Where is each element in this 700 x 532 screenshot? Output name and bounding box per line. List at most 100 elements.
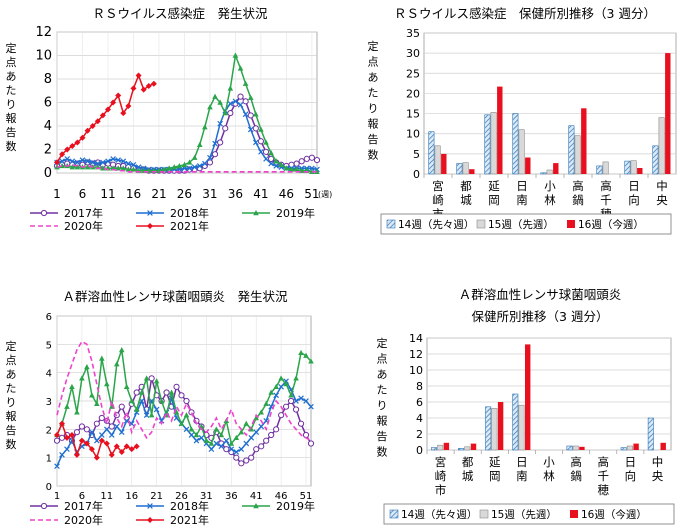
y-axis-label: 数: [6, 140, 17, 153]
data-bar: [581, 108, 587, 174]
data-point: [307, 440, 315, 447]
x-tick-label: 宮: [435, 455, 447, 469]
data-point: [283, 165, 290, 171]
data-point: [58, 420, 65, 427]
y-tick-label: 10: [35, 49, 52, 64]
data-bar: [512, 393, 519, 451]
y-tick-label: 10: [409, 364, 423, 377]
data-point: [237, 93, 244, 100]
data-point: [298, 395, 304, 401]
y-tick-label: 2: [416, 428, 423, 441]
x-tick-label: 6: [79, 187, 87, 201]
data-bar: [665, 53, 671, 174]
y-axis-label: た: [368, 87, 379, 100]
x-axis-unit: (週): [318, 190, 332, 199]
data-bar: [469, 169, 475, 174]
y-axis-label: り: [377, 399, 388, 412]
data-point: [83, 440, 90, 447]
data-point: [113, 423, 120, 430]
data-point: [140, 86, 147, 93]
x-tick-label: 36: [225, 491, 238, 502]
data-point: [173, 409, 180, 415]
data-point: [105, 158, 111, 165]
data-point: [273, 163, 280, 169]
data-point: [202, 160, 208, 167]
data-bar: [497, 402, 504, 450]
data-point: [133, 443, 140, 450]
series-line: [56, 349, 312, 446]
data-point: [212, 140, 218, 147]
data-point: [78, 437, 85, 444]
y-tick-label: 12: [409, 348, 423, 361]
data-point: [103, 426, 110, 433]
y-tick-label: 10: [406, 128, 420, 141]
series-line: [56, 379, 312, 467]
legend-label: 2018年: [170, 206, 209, 220]
y-axis-label: あ: [368, 71, 379, 84]
data-point: [207, 104, 213, 110]
data-point: [125, 160, 132, 167]
data-point: [233, 434, 240, 441]
data-bar: [579, 446, 585, 450]
data-point: [73, 451, 80, 458]
data-point: [237, 102, 244, 108]
legend-label: 16週（今週）: [578, 218, 644, 231]
x-tick-label: 向: [625, 469, 637, 483]
data-point: [227, 85, 234, 91]
data-point: [273, 383, 279, 390]
data-point: [94, 118, 101, 125]
data-point: [128, 398, 135, 404]
y-axis-label: 点: [377, 353, 388, 366]
y-tick-label: 5: [413, 148, 420, 161]
data-point: [258, 423, 265, 430]
data-point: [110, 156, 116, 162]
data-point: [130, 161, 137, 168]
data-bar: [626, 445, 633, 451]
data-point: [238, 460, 245, 467]
data-point: [288, 166, 295, 172]
data-point: [130, 85, 137, 92]
x-tick-label: 51: [304, 187, 319, 201]
data-point: [163, 389, 170, 396]
data-point: [292, 406, 300, 413]
data-point: [158, 398, 165, 404]
data-bar: [624, 160, 631, 175]
plot-area: [423, 32, 677, 175]
data-point: [213, 440, 220, 447]
data-point: [273, 158, 280, 164]
y-axis-label: た: [6, 382, 17, 395]
data-point: [89, 392, 95, 398]
data-point: [153, 378, 160, 384]
y-tick-label: 4: [46, 369, 52, 380]
data-point: [113, 361, 120, 367]
y-tick-label: 1: [46, 454, 52, 465]
data-point: [118, 347, 125, 353]
data-point: [143, 412, 150, 418]
x-tick-label: 千: [597, 469, 609, 483]
data-bar: [566, 445, 573, 451]
x-tick-label: 高: [572, 179, 584, 193]
data-point: [238, 429, 245, 435]
data-point: [64, 156, 71, 162]
y-tick-label: 0: [416, 444, 423, 457]
data-point: [98, 437, 105, 444]
data-point: [193, 432, 200, 438]
x-tick-label: 鍋: [570, 469, 582, 483]
legend-label: 2018年: [170, 499, 209, 513]
data-point: [228, 446, 235, 452]
x-tick-label: 崎: [435, 469, 447, 483]
data-point: [303, 398, 309, 404]
data-point: [263, 437, 270, 444]
chart-title: ＲＳウイルス感染症 発生状況: [92, 6, 268, 21]
data-point: [263, 139, 269, 145]
legend-marker: [147, 517, 153, 523]
data-point: [206, 159, 214, 166]
y-tick-label: 6: [44, 96, 52, 111]
data-point: [79, 134, 86, 141]
x-tick-label: 中: [652, 455, 664, 469]
data-point: [253, 415, 260, 421]
x-tick-label: 宮: [432, 179, 444, 193]
data-point: [145, 83, 152, 90]
